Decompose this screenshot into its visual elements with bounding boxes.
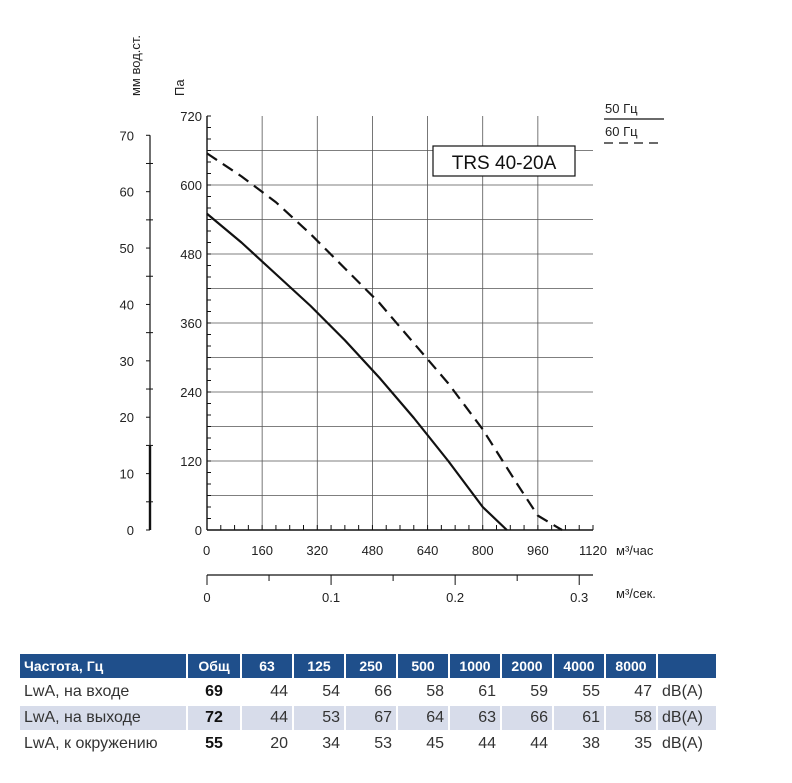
row-total: 55 (205, 735, 223, 752)
row-total: 72 (188, 706, 240, 730)
header-total: Общ (188, 654, 240, 678)
cell-125: 54 (322, 683, 340, 700)
curve-50hz (206, 212, 508, 531)
cell-125: 53 (294, 706, 344, 730)
chart-grid (207, 116, 593, 530)
y-tick-label-pa: 480 (180, 247, 202, 262)
header-8000: 8000 (606, 654, 656, 678)
y-tick-label-pa: 360 (180, 316, 202, 331)
x-tick-label-hour: 960 (527, 543, 549, 558)
row-unit: dB(A) (662, 683, 703, 700)
x-tick-label-sec: 0.1 (322, 590, 340, 605)
noise-table-header: Частота, Гц Общ 63 125 250 500 1000 2000… (20, 654, 716, 678)
cell-250: 67 (346, 706, 396, 730)
cell-250: 53 (374, 735, 392, 752)
x-tick-label-hour: 800 (472, 543, 494, 558)
x-tick-label-hour: 320 (306, 543, 328, 558)
cell-63: 20 (270, 735, 288, 752)
row-label: LwA, на входе (24, 683, 130, 700)
cell-63: 44 (270, 683, 288, 700)
x-tick-label-sec: 0.3 (570, 590, 588, 605)
y-tick-label-mm: 10 (120, 467, 134, 482)
cell-500: 58 (426, 683, 444, 700)
curve-60hz (206, 152, 563, 531)
chart-axes (146, 115, 594, 585)
table-row: LwA, к окружению 55 20 34 53 45 44 44 38… (20, 732, 716, 756)
y-tick-label-mm: 70 (120, 128, 134, 143)
cell-250: 66 (374, 683, 392, 700)
chart-title: TRS 40-20A (452, 153, 557, 174)
legend-label-60hz: 60 Гц (605, 124, 638, 139)
cell-1000: 44 (478, 735, 496, 752)
header-1000: 1000 (450, 654, 500, 678)
table-row: LwA, на выходе 72 44 53 67 64 63 66 61 5… (20, 706, 716, 730)
row-unit: dB(A) (662, 735, 703, 752)
y-axis-label-pa: Па (172, 79, 187, 96)
header-250: 250 (346, 654, 396, 678)
y-tick-label-mm: 60 (120, 185, 134, 200)
cell-500: 45 (426, 735, 444, 752)
cell-2000: 66 (502, 706, 552, 730)
cell-4000: 61 (554, 706, 604, 730)
y-tick-label-pa: 720 (180, 109, 202, 124)
y-tick-label-pa: 240 (180, 385, 202, 400)
cell-1000: 61 (478, 683, 496, 700)
noise-table: Частота, Гц Общ 63 125 250 500 1000 2000… (18, 652, 718, 758)
y-axis-label-mm: мм вод.ст. (128, 35, 143, 96)
header-unit (658, 654, 716, 678)
row-unit: dB(A) (658, 706, 716, 730)
legend-label-50hz: 50 Гц (605, 101, 638, 116)
y-tick-label-mm: 40 (120, 297, 134, 312)
cell-8000: 35 (634, 735, 652, 752)
header-500: 500 (398, 654, 448, 678)
x-tick-label-hour: 0 (203, 543, 210, 558)
model-title-box (432, 145, 576, 177)
header-frequency: Частота, Гц (20, 654, 186, 678)
cell-8000: 58 (606, 706, 656, 730)
y-tick-label-mm: 0 (127, 523, 134, 538)
cell-1000: 63 (450, 706, 500, 730)
header-2000: 2000 (502, 654, 552, 678)
row-label: LwA, к окружению (24, 735, 158, 752)
cell-2000: 59 (530, 683, 548, 700)
y-tick-label-pa: 600 (180, 178, 202, 193)
y-tick-label-mm: 20 (120, 410, 134, 425)
x-tick-label-sec: 0 (203, 590, 210, 605)
table-row: LwA, на входе 69 44 54 66 58 61 59 55 47… (20, 680, 716, 704)
y-tick-label-mm: 50 (120, 241, 134, 256)
y-tick-label-pa: 120 (180, 454, 202, 469)
chart-curves (206, 152, 563, 531)
x-tick-label-hour: 1120 (579, 543, 607, 558)
row-label: LwA, на выходе (20, 706, 186, 730)
x-axis-label-hour: м³/час (616, 543, 654, 558)
header-125: 125 (294, 654, 344, 678)
y-tick-label-pa: 0 (195, 523, 202, 538)
x-tick-label-hour: 640 (417, 543, 439, 558)
cell-8000: 47 (634, 683, 652, 700)
x-tick-label-hour: 480 (362, 543, 384, 558)
cell-4000: 38 (582, 735, 600, 752)
x-tick-label-hour: 160 (251, 543, 273, 558)
cell-4000: 55 (582, 683, 600, 700)
row-total: 69 (205, 683, 223, 700)
x-tick-label-sec: 0.2 (446, 590, 464, 605)
cell-2000: 44 (530, 735, 548, 752)
x-axis-label-sec: м³/сек. (616, 586, 656, 601)
y-tick-label-mm: 30 (120, 354, 134, 369)
cell-63: 44 (242, 706, 292, 730)
header-4000: 4000 (554, 654, 604, 678)
cell-500: 64 (398, 706, 448, 730)
cell-125: 34 (322, 735, 340, 752)
header-63: 63 (242, 654, 292, 678)
